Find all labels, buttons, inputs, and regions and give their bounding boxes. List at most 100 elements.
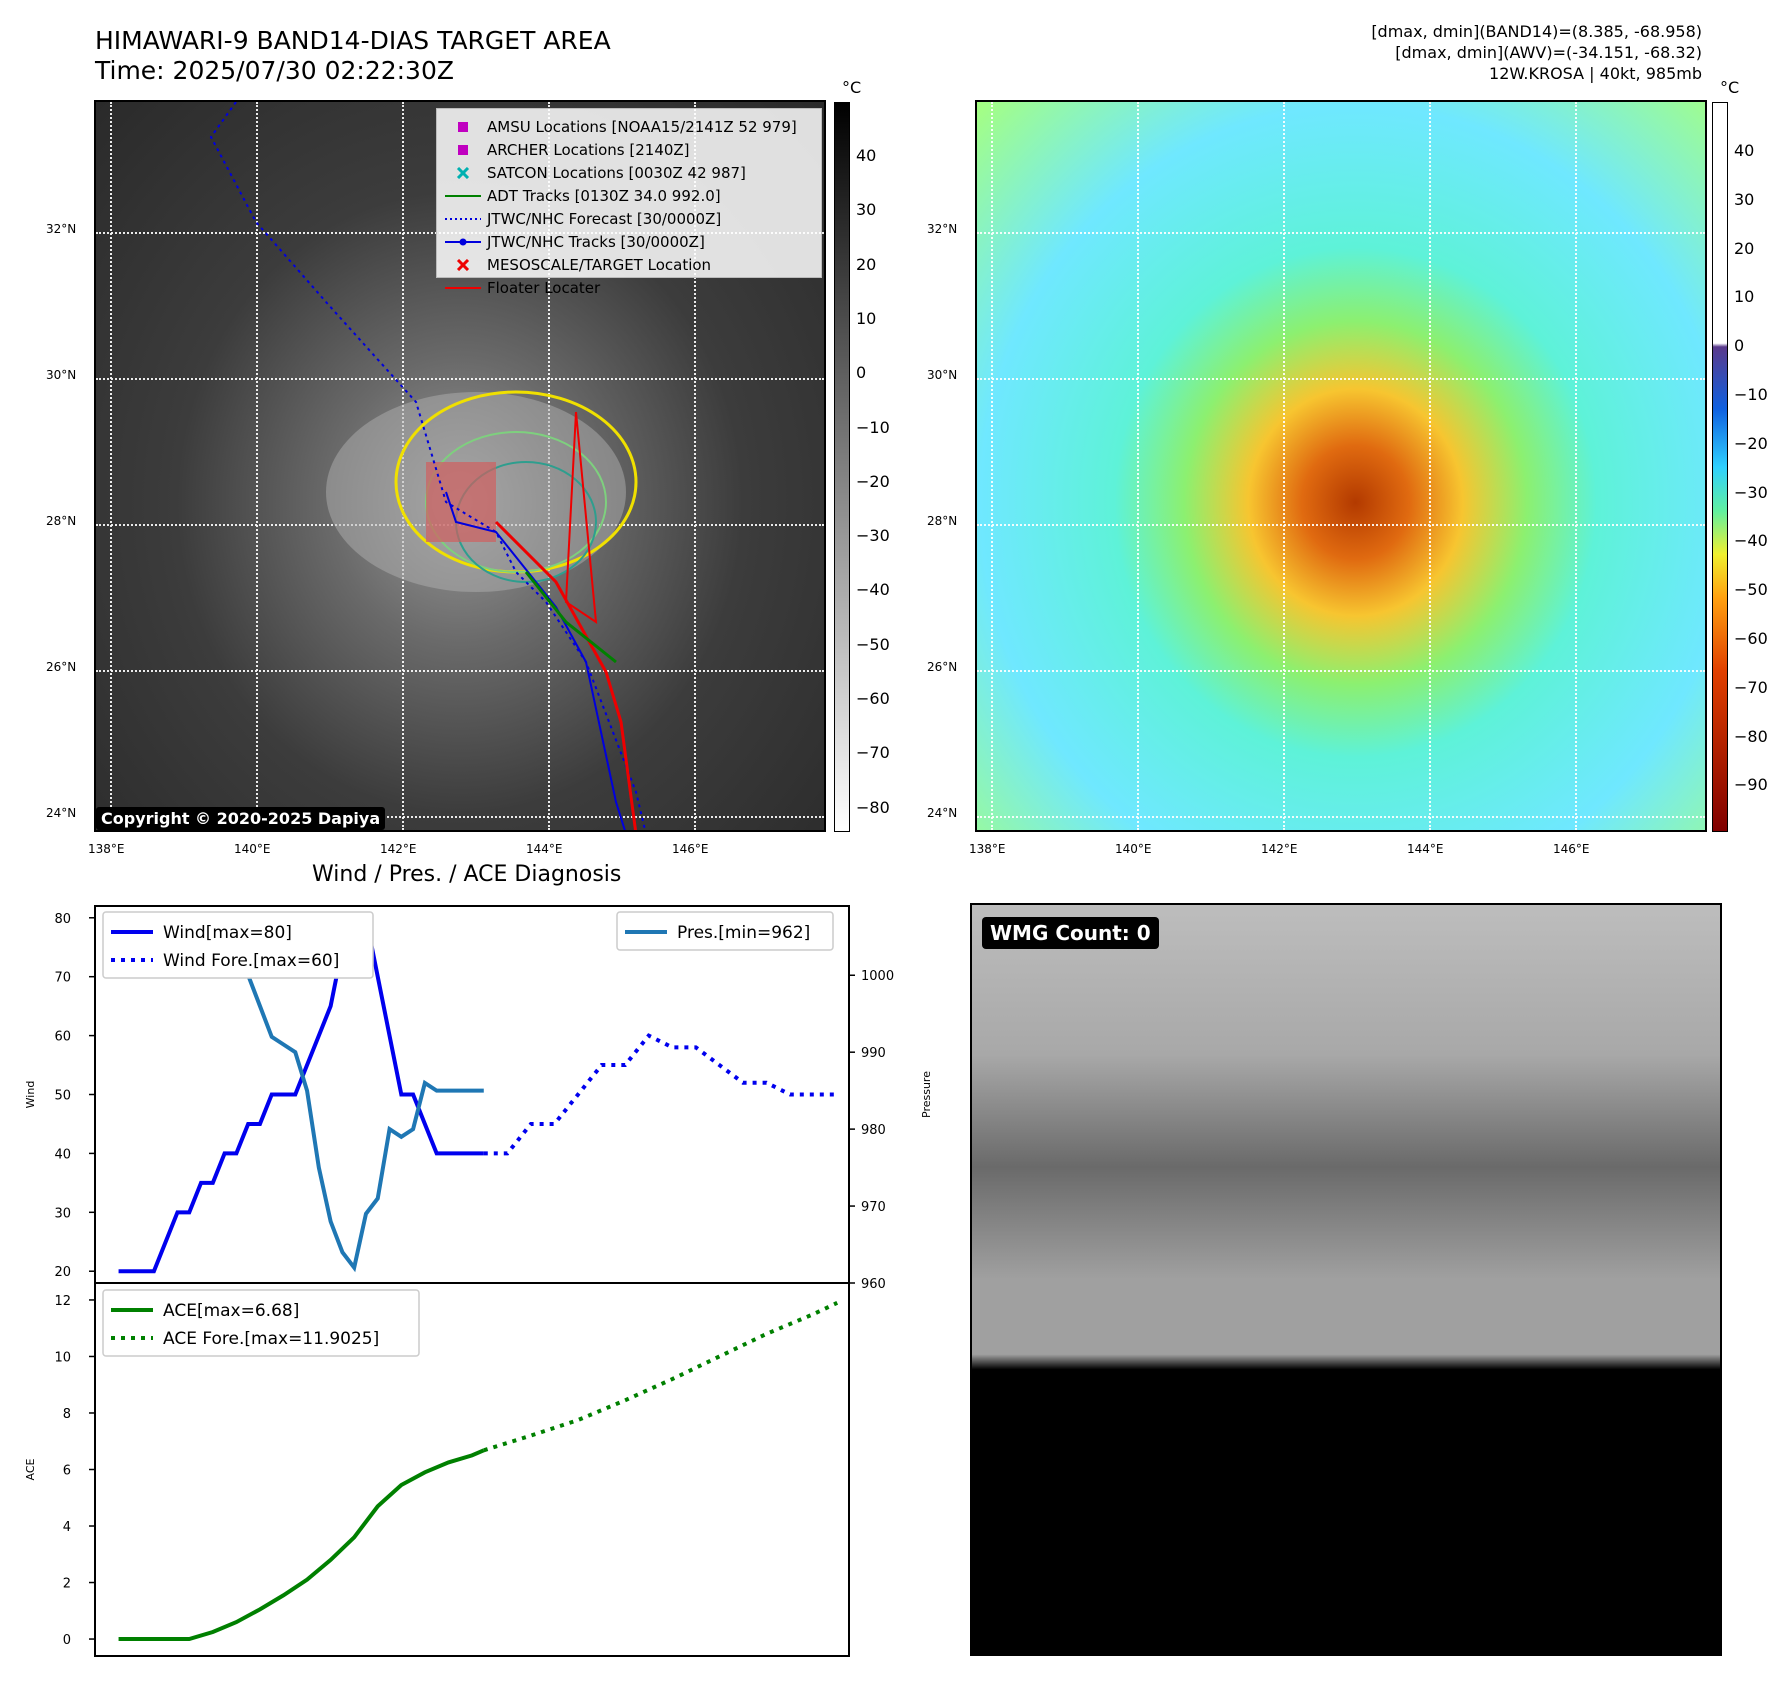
colorbar-tick-label: −40: [1734, 531, 1768, 551]
colorbar-tick-label: 0: [1734, 336, 1745, 356]
y-tick-label: 1000: [861, 969, 894, 984]
lat-tick-label: 24°N: [46, 806, 77, 820]
legend-entry: MESOSCALE/TARGET Location: [445, 253, 813, 276]
series-line: [118, 915, 484, 1274]
lat-tick-label: 24°N: [927, 806, 958, 820]
band14-map: AMSU Locations [NOAA15/2141Z 52 979] ARCH…: [94, 100, 826, 832]
wmg-count-label: WMG Count: 0: [982, 917, 1159, 949]
chart-legend-box: [102, 911, 374, 979]
legend-entry: JTWC/NHC Tracks [30/0000Z]: [445, 230, 813, 253]
colorbar-tick-label: −70: [1734, 677, 1768, 697]
colorbar-tick-label: −40: [856, 580, 890, 600]
lon-tick-label: 146°E: [672, 842, 709, 856]
y-tick-label: 8: [63, 1407, 71, 1422]
colorbar-tick-label: −10: [856, 417, 890, 437]
legend-symbol: [445, 213, 481, 225]
track-overlay: [209, 102, 647, 830]
lon-tick-label: 138°E: [88, 842, 125, 856]
colorbar-tick-label: 10: [856, 308, 877, 328]
lon-tick-label: 144°E: [1407, 842, 1444, 856]
y-tick-label: 6: [63, 1464, 71, 1479]
y-tick-label: 50: [54, 1089, 71, 1104]
legend-entry: AMSU Locations [NOAA15/2141Z 52 979]: [445, 115, 813, 138]
chart-title: Wind / Pres. / ACE Diagnosis: [312, 862, 622, 887]
lat-tick-label: 28°N: [46, 514, 77, 528]
legend-entry: ADT Tracks [0130Z 34.0 992.0]: [445, 184, 813, 207]
legend-label: AMSU Locations [NOAA15/2141Z 52 979]: [487, 117, 797, 136]
chart-legend-box: [616, 911, 834, 951]
copyright-label: Copyright © 2020-2025 Dapiya: [96, 807, 386, 830]
lon-tick-label: 142°E: [380, 842, 417, 856]
legend-symbol: [445, 144, 481, 156]
y-tick-label: 980: [861, 1123, 886, 1138]
ace-panel-frame: [94, 1282, 850, 1657]
chart-legend-label: ACE Fore.[max=11.9025]: [163, 1329, 379, 1349]
colorbar-right-unit: °C: [1720, 78, 1740, 97]
chart-legend-label: Pres.[min=962]: [677, 923, 810, 943]
y-axis-label: ACE: [24, 1458, 37, 1480]
legend-entry: ARCHER Locations [2140Z]: [445, 138, 813, 161]
colorbar-tick-label: −60: [1734, 629, 1768, 648]
info-storm: 12W.KROSA | 40kt, 985mb: [1489, 64, 1702, 83]
y-tick-label: 30: [54, 1206, 71, 1221]
colorbar-tick-label: −80: [1734, 726, 1768, 746]
colorbar-left: [834, 102, 850, 832]
legend-label: Floater Locater: [487, 278, 601, 297]
y-tick-label: 4: [63, 1520, 71, 1535]
colorbar-tick-label: −80: [856, 797, 890, 817]
y-axis-label: Pressure: [920, 1071, 933, 1118]
map-legend: AMSU Locations [NOAA15/2141Z 52 979] ARCH…: [436, 108, 822, 297]
chart-legend-label: ACE[max=6.68]: [163, 1301, 299, 1321]
colorbar-tick-label: −30: [1734, 482, 1768, 502]
colorbar-tick-label: 30: [1734, 189, 1755, 209]
y-tick-label: 60: [54, 1030, 71, 1045]
legend-symbol: [445, 166, 481, 179]
awv-map: [975, 100, 1707, 832]
legend-label: SATCON Locations [0030Z 42 987]: [487, 163, 746, 182]
colorbar-tick-label: −50: [1734, 580, 1768, 600]
colorbar-tick-label: −20: [1734, 433, 1768, 453]
lon-tick-label: 140°E: [1115, 842, 1152, 856]
y-tick-label: 0: [63, 1633, 71, 1648]
lat-tick-label: 28°N: [927, 514, 958, 528]
chart-legend-label: Wind Fore.[max=60]: [163, 951, 339, 971]
legend-entry: JTWC/NHC Forecast [30/0000Z]: [445, 207, 813, 230]
y-axis-label: Wind: [24, 1081, 37, 1109]
colorbar-tick-label: −10: [1734, 385, 1768, 404]
colorbar-tick-label: −30: [856, 526, 890, 546]
series-line: [483, 1300, 839, 1453]
lon-tick-label: 140°E: [234, 842, 271, 856]
lat-tick-label: 30°N: [46, 368, 77, 382]
info-band14: [dmax, dmin](BAND14)=(8.385, -68.958): [1371, 22, 1702, 41]
info-awv: [dmax, dmin](AWV)=(-34.151, -68.32): [1395, 43, 1702, 62]
colorbar-tick-label: −70: [856, 743, 890, 763]
y-tick-label: 2: [63, 1577, 71, 1592]
lon-tick-label: 144°E: [526, 842, 563, 856]
y-tick-label: 10: [54, 1350, 71, 1365]
wind-panel-frame: [94, 905, 850, 1284]
lat-tick-label: 26°N: [46, 660, 77, 674]
y-tick-label: 70: [54, 971, 71, 986]
lat-tick-label: 32°N: [46, 222, 77, 236]
series-line: [118, 1448, 485, 1642]
legend-symbol: [445, 190, 481, 202]
legend-symbol: [445, 258, 481, 271]
y-tick-label: 960: [861, 1277, 886, 1292]
legend-symbol: [445, 236, 481, 248]
legend-symbol: [445, 121, 481, 133]
colorbar-tick-label: 40: [1734, 141, 1755, 160]
colorbar-tick-label: 0: [856, 363, 867, 383]
series-line: [483, 1033, 838, 1156]
colorbar-tick-label: −90: [1734, 775, 1768, 795]
wmg-panel: WMG Count: 0: [970, 903, 1722, 1656]
colorbar-tick-label: −50: [856, 634, 890, 654]
colorbar-tick-label: −60: [856, 689, 890, 708]
legend-label: JTWC/NHC Tracks [30/0000Z]: [487, 232, 705, 251]
lat-tick-label: 26°N: [927, 660, 958, 674]
legend-label: ARCHER Locations [2140Z]: [487, 140, 690, 159]
y-tick-label: 20: [54, 1265, 71, 1280]
legend-label: JTWC/NHC Forecast [30/0000Z]: [487, 209, 722, 228]
y-tick-label: 990: [861, 1046, 886, 1061]
legend-symbol: [445, 282, 481, 294]
colorbar-tick-label: 40: [856, 146, 877, 165]
